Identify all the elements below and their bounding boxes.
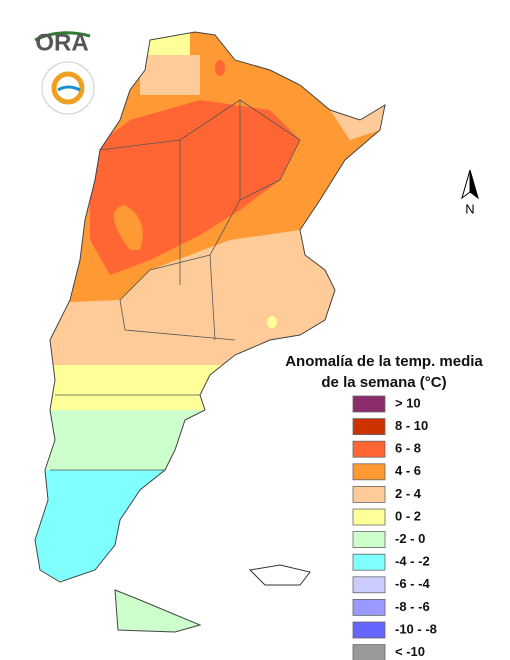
legend-label: > 10 [395,395,421,410]
legend-label: 4 - 6 [395,463,421,478]
logo: ORA [34,29,95,115]
legend-swatch [352,395,386,413]
legend-label: 8 - 10 [395,418,428,433]
north-label: N [465,201,474,216]
legend-label: -4 - -2 [395,554,430,569]
legend-swatch [352,440,386,458]
islands [248,564,311,586]
legend-swatch [352,508,386,526]
legend-swatch [352,531,386,548]
legend-title: de la semana (°C) [321,374,446,391]
legend-label: < -10 [395,644,425,659]
country-outline [34,31,386,583]
legend-swatch [352,644,386,660]
legend-swatch [352,553,386,571]
legend-label: 6 - 8 [395,441,421,456]
legend-swatch [352,576,386,594]
legend-swatch [352,418,386,436]
legend-label: -8 - -6 [395,599,430,614]
legend-swatch [352,621,386,639]
tierra-del-fuego [114,589,202,633]
north-arrow: N [461,169,479,216]
legend-label: -6 - -4 [395,576,430,591]
legend-label: -2 - 0 [395,531,425,546]
legend: Anomalía de la temp. media de la semana (… [285,353,483,660]
legend-title: Anomalía de la temp. media [285,353,483,370]
legend-label: 2 - 4 [395,486,422,501]
legend-swatch [352,485,386,503]
legend-swatch [352,599,386,616]
legend-swatch [352,463,386,481]
legend-label: 0 - 2 [395,508,421,523]
legend-label: -10 - -8 [395,621,437,636]
logo-text: ORA [35,29,88,56]
